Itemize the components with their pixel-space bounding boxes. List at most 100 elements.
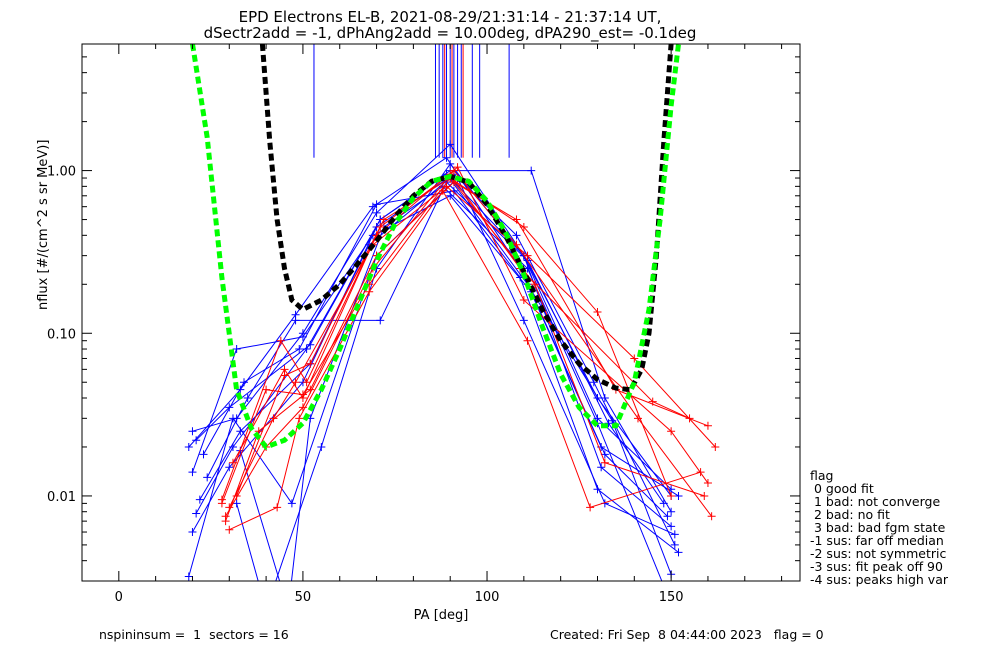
data-point xyxy=(225,525,234,534)
data-point xyxy=(306,340,315,349)
data-point xyxy=(600,458,609,467)
data-point xyxy=(298,332,307,341)
data-point xyxy=(519,316,528,325)
data-point xyxy=(273,503,282,512)
data-point xyxy=(663,512,672,521)
data-point xyxy=(523,336,532,345)
data-point xyxy=(586,503,595,512)
data-point xyxy=(527,166,536,175)
data-point xyxy=(232,345,241,354)
data-point xyxy=(593,393,602,402)
data-point xyxy=(240,378,249,387)
data-point xyxy=(711,442,720,451)
legend-item: -1 sus: far off median xyxy=(810,533,944,548)
series-line xyxy=(192,173,676,546)
x-tick-label: 150 xyxy=(659,590,684,605)
data-point xyxy=(597,463,606,472)
data-point xyxy=(317,442,326,451)
data-point xyxy=(195,495,204,504)
data-point xyxy=(442,153,451,162)
series-line xyxy=(225,181,709,522)
data-point xyxy=(372,200,381,209)
data-point xyxy=(365,287,374,296)
data-point xyxy=(232,499,241,508)
data-point xyxy=(306,359,315,368)
legend-item: -2 sus: not symmetric xyxy=(810,546,947,561)
data-point xyxy=(446,159,455,168)
y-axis-label: nflux [#/(cm^2 s sr MeV)] xyxy=(36,139,51,310)
series-line xyxy=(221,177,672,504)
data-point xyxy=(512,215,521,224)
data-point xyxy=(379,215,388,224)
data-point xyxy=(188,468,197,477)
y-tick-label: 0.01 xyxy=(47,490,76,505)
x-axis-label: PA [deg] xyxy=(414,608,469,623)
data-point xyxy=(630,354,639,363)
data-point xyxy=(262,385,271,394)
legend-item: 0 good fit xyxy=(810,481,874,496)
series-line xyxy=(228,185,716,508)
data-point xyxy=(192,436,201,445)
series-line xyxy=(192,143,672,490)
data-point xyxy=(530,280,539,289)
footer-right: Created: Fri Sep 8 04:44:00 2023 flag = … xyxy=(550,627,824,642)
data-point xyxy=(667,507,676,516)
fit-layer xyxy=(190,44,681,450)
legend-title: flag xyxy=(810,468,834,483)
legend-item: 2 bad: no fit xyxy=(810,507,890,522)
data-point xyxy=(192,509,201,518)
series-line xyxy=(225,169,712,517)
data-point xyxy=(221,512,230,521)
data-point xyxy=(280,371,289,380)
series-line xyxy=(195,170,672,514)
series-line xyxy=(239,185,663,581)
data-point xyxy=(438,186,447,195)
data-point xyxy=(512,240,521,249)
series-line xyxy=(229,189,701,531)
series-layer xyxy=(184,44,720,581)
data-point xyxy=(667,522,676,531)
chart-title-line1: EPD Electrons EL-B, 2021-08-29/21:31:14 … xyxy=(238,8,662,26)
series-line xyxy=(236,163,672,581)
fit-curve-green xyxy=(190,44,681,450)
data-point xyxy=(298,393,307,402)
y-tick-label: 0.10 xyxy=(47,327,76,342)
axis-layer: 0 50 100 150 PA [deg] 0.01 0.10 1.00 xyxy=(47,43,800,623)
data-point xyxy=(203,473,212,482)
series-line xyxy=(203,190,679,553)
data-point xyxy=(442,182,451,191)
data-point xyxy=(446,140,455,149)
series-line xyxy=(192,195,668,517)
data-point xyxy=(703,421,712,430)
footer-left: nspininsum = 1 sectors = 16 xyxy=(99,627,289,642)
series-line xyxy=(199,177,672,527)
x-tick-label: 50 xyxy=(295,590,312,605)
data-point xyxy=(674,548,683,557)
data-point xyxy=(593,308,602,317)
data-point xyxy=(670,540,679,549)
data-point xyxy=(659,499,668,508)
data-point xyxy=(184,572,193,581)
data-point xyxy=(633,414,642,423)
data-point xyxy=(199,450,208,459)
legend-item: 1 bad: not converge xyxy=(810,494,941,509)
data-point xyxy=(707,512,716,521)
data-point xyxy=(648,397,657,406)
data-point xyxy=(519,296,528,305)
data-point xyxy=(670,530,679,539)
data-point xyxy=(287,499,296,508)
data-point xyxy=(696,468,705,477)
data-point xyxy=(372,208,381,217)
data-point xyxy=(243,393,252,402)
data-point xyxy=(700,491,709,500)
data-point xyxy=(512,231,521,240)
data-point xyxy=(232,491,241,500)
data-point xyxy=(188,528,197,537)
legend-item: -3 sus: fit peak off 90 xyxy=(810,559,943,574)
data-point xyxy=(184,442,193,451)
series-line xyxy=(206,181,665,504)
series-line xyxy=(221,166,709,500)
data-point xyxy=(291,316,300,325)
data-point xyxy=(225,403,234,412)
